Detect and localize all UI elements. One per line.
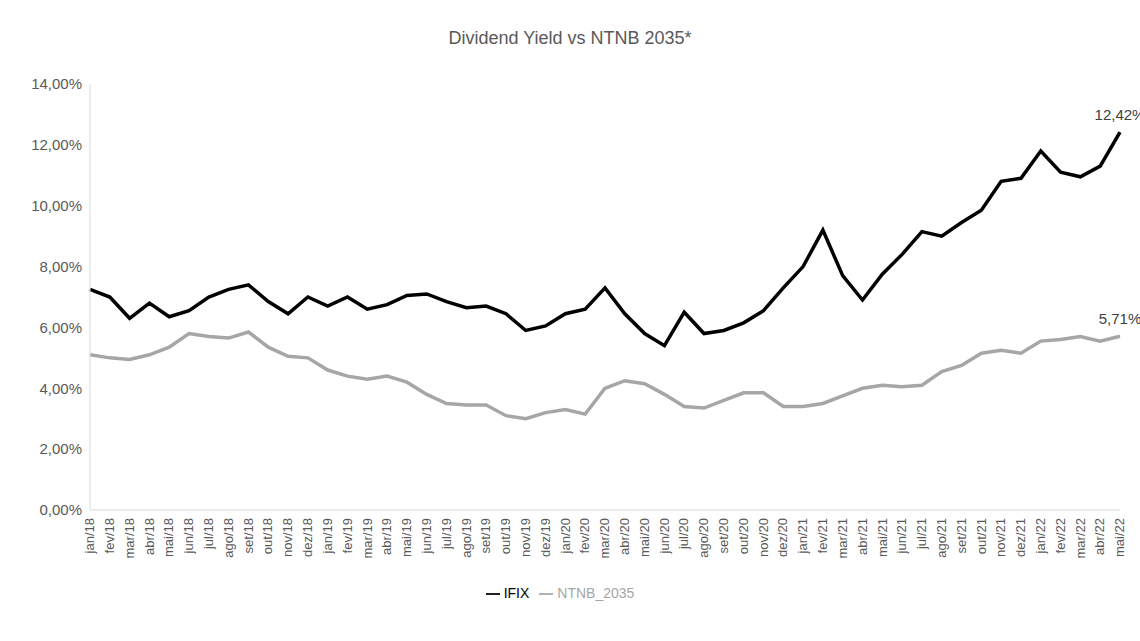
svg-text:14,00%: 14,00% [31,75,82,92]
svg-text:mai/21: mai/21 [875,518,890,557]
svg-text:mar/20: mar/20 [597,518,612,558]
svg-text:jul/19: jul/19 [439,518,454,550]
svg-text:out/19: out/19 [498,518,513,554]
svg-text:nov/20: nov/20 [756,518,771,557]
svg-text:set/21: set/21 [954,518,969,553]
svg-text:jun/18: jun/18 [181,518,196,554]
svg-text:jul/21: jul/21 [914,518,929,550]
svg-text:jan/18: jan/18 [82,518,97,554]
svg-text:abr/18: abr/18 [142,518,157,555]
svg-text:mai/20: mai/20 [637,518,652,557]
svg-text:mar/18: mar/18 [122,518,137,558]
svg-text:mai/18: mai/18 [161,518,176,557]
svg-text:jul/18: jul/18 [201,518,216,550]
svg-text:8,00%: 8,00% [39,258,82,275]
svg-text:jun/20: jun/20 [657,518,672,554]
svg-text:fev/18: fev/18 [102,518,117,553]
svg-text:fev/19: fev/19 [340,518,355,553]
svg-text:abr/22: abr/22 [1092,518,1107,555]
svg-text:abr/21: abr/21 [855,518,870,555]
svg-text:out/20: out/20 [736,518,751,554]
svg-text:nov/21: nov/21 [993,518,1008,557]
svg-text:jan/19: jan/19 [320,518,335,554]
svg-text:abr/20: abr/20 [617,518,632,555]
svg-text:jun/19: jun/19 [419,518,434,554]
svg-text:dez/19: dez/19 [538,518,553,557]
svg-text:nov/18: nov/18 [280,518,295,557]
html-text:IFIX: IFIX [503,585,530,601]
svg-text:fev/21: fev/21 [815,518,830,553]
svg-text:4,00%: 4,00% [39,380,82,397]
svg-text:fev/20: fev/20 [577,518,592,553]
svg-text:mar/21: mar/21 [835,518,850,558]
svg-text:ago/21: ago/21 [934,518,949,558]
svg-text:jun/21: jun/21 [894,518,909,554]
svg-text:dez/21: dez/21 [1013,518,1028,557]
svg-text:out/18: out/18 [260,518,275,554]
html-text:Dividend Yield vs NTNB 2035*: Dividend Yield vs NTNB 2035* [448,28,692,48]
svg-text:0,00%: 0,00% [39,501,82,518]
svg-text:dez/20: dez/20 [775,518,790,557]
svg-text:mar/19: mar/19 [360,518,375,558]
svg-text:mai/22: mai/22 [1112,518,1127,557]
svg-text:jan/20: jan/20 [558,518,573,554]
svg-text:out/21: out/21 [974,518,989,554]
svg-text:2,00%: 2,00% [39,440,82,457]
svg-text:nov/19: nov/19 [518,518,533,557]
svg-text:jul/20: jul/20 [676,518,691,550]
svg-text:ago/19: ago/19 [459,518,474,558]
svg-text:ago/20: ago/20 [696,518,711,558]
svg-text:dez/18: dez/18 [300,518,315,557]
svg-text:mai/19: mai/19 [399,518,414,557]
svg-text:set/19: set/19 [478,518,493,553]
svg-text:12,00%: 12,00% [31,136,82,153]
svg-text:set/20: set/20 [716,518,731,553]
svg-text:jan/22: jan/22 [1033,518,1048,554]
svg-text:6,00%: 6,00% [39,319,82,336]
svg-text:jan/21: jan/21 [795,518,810,554]
svg-text:mar/22: mar/22 [1073,518,1088,558]
svg-text:ago/18: ago/18 [221,518,236,558]
html-text:NTNB_2035: NTNB_2035 [557,585,635,601]
svg-text:set/18: set/18 [241,518,256,553]
svg-text:10,00%: 10,00% [31,197,82,214]
svg-text:fev/22: fev/22 [1053,518,1068,553]
svg-text:abr/19: abr/19 [379,518,394,555]
svg-text:5,71%: 5,71% [1099,310,1132,327]
svg-text:12,42%: 12,42% [1095,106,1132,123]
